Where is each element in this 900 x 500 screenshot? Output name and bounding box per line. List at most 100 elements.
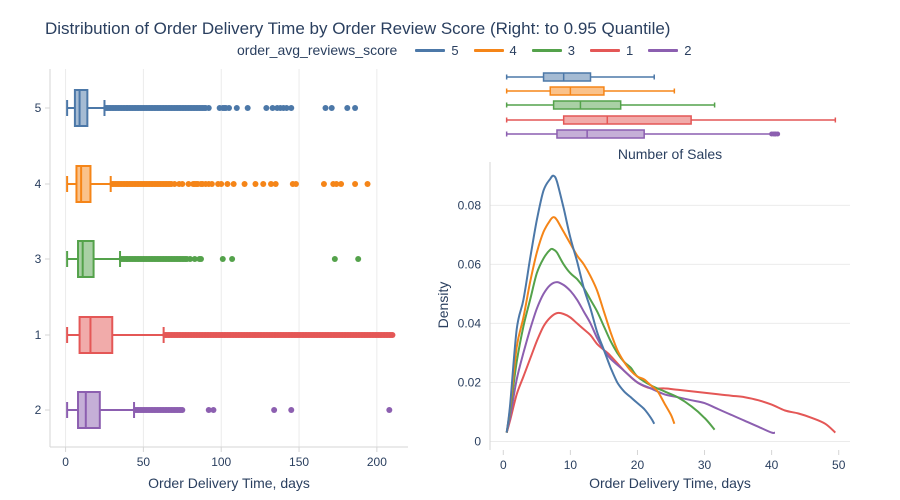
box-iqr xyxy=(75,165,92,203)
outlier-point xyxy=(263,105,270,111)
box-series-2 xyxy=(66,391,393,429)
x-tick-label: 0 xyxy=(62,455,69,469)
legend-item-label: 2 xyxy=(684,42,692,58)
x-tick-label: 20 xyxy=(631,458,645,472)
legend-line-swatch xyxy=(648,48,679,52)
outlier-point xyxy=(328,105,335,111)
outlier-point xyxy=(320,181,327,187)
mini-box-iqr xyxy=(562,115,692,125)
box-series-3 xyxy=(66,240,362,278)
y-tick-label: 0.04 xyxy=(458,316,482,330)
legend-line-swatch xyxy=(415,48,446,52)
y-tick-label: 4 xyxy=(35,177,42,191)
subplot-title: Number of Sales xyxy=(618,146,722,162)
density-line-5 xyxy=(505,174,656,433)
legend-item[interactable]: 3 xyxy=(531,43,575,58)
outlier-point xyxy=(283,105,290,111)
outlier-point xyxy=(333,181,340,187)
y-axis-title: Density xyxy=(435,282,451,329)
outlier-point xyxy=(241,181,248,187)
outlier-point xyxy=(252,181,259,187)
y-tick-label: 3 xyxy=(35,252,42,266)
outlier-point xyxy=(224,181,231,187)
x-axis-title: Order Delivery Time, days xyxy=(148,475,310,491)
box-iqr xyxy=(77,391,101,429)
mini-box-series-5 xyxy=(505,72,655,82)
y-tick-label: 0.06 xyxy=(458,257,482,271)
legend-item[interactable]: 1 xyxy=(590,43,633,58)
x-tick-label: 100 xyxy=(211,455,231,469)
mini-box-iqr xyxy=(552,100,622,110)
x-tick-label: 10 xyxy=(564,458,578,472)
legend-item[interactable]: 4 xyxy=(473,43,517,58)
outlier-point xyxy=(260,181,267,187)
outlier-point xyxy=(338,181,345,187)
outlier-point xyxy=(171,181,178,187)
outlier-point xyxy=(322,105,329,111)
y-tick-label: 5 xyxy=(35,101,42,115)
x-tick-label: 30 xyxy=(698,458,712,472)
outlier-point xyxy=(230,181,237,187)
outlier-point xyxy=(269,105,276,111)
legend-item[interactable]: 5 xyxy=(415,43,459,58)
box-series-4 xyxy=(66,165,371,203)
outlier-point xyxy=(226,105,232,111)
outlier-point xyxy=(244,105,251,111)
outlier-point xyxy=(331,256,338,262)
legend-item-label: 1 xyxy=(626,42,634,58)
left-boxplot-panel: 0 50 100 150 200 1 2 3 4 5 Order Delivery Time, da… xyxy=(35,69,408,491)
top-right-boxplot-panel: Number of Sales xyxy=(505,72,837,162)
legend-items: 5 4 3 1 2 xyxy=(415,43,706,58)
outlier-point xyxy=(229,256,236,262)
outlier-point xyxy=(292,181,299,187)
y-tick-label: 0.08 xyxy=(458,198,482,212)
mini-box-series-4 xyxy=(505,86,676,96)
outlier-point xyxy=(271,407,278,413)
x-axis-title: Order Delivery Time, days xyxy=(589,475,751,491)
mini-box-iqr xyxy=(549,86,605,96)
outlier-point xyxy=(355,256,362,262)
density-panel: 0 0.02 0.04 0.06 0.08 0 10 20 30 40 50 Order Delive… xyxy=(435,162,850,491)
outlier-point xyxy=(208,181,215,187)
outlier-point xyxy=(187,256,194,262)
mini-outlier-point xyxy=(775,131,781,137)
outlier-point xyxy=(197,256,204,262)
mini-box-series-2 xyxy=(505,129,776,139)
chart-title: Distribution of Order Delivery Time by O… xyxy=(45,19,671,38)
y-tick-label: 0.02 xyxy=(458,375,482,389)
mini-box-series-3 xyxy=(505,100,716,110)
outlier-point xyxy=(218,181,225,187)
legend-item[interactable]: 2 xyxy=(648,43,691,58)
y-tick-label: 2 xyxy=(35,403,42,417)
legend-line-swatch xyxy=(590,48,621,52)
outlier-point xyxy=(268,181,275,187)
box-series-1 xyxy=(66,316,396,354)
x-tick-label: 50 xyxy=(832,458,846,472)
density-line-1 xyxy=(505,311,836,434)
mini-box-iqr xyxy=(542,72,592,82)
density-line-2 xyxy=(505,281,776,435)
x-tick-label: 150 xyxy=(289,455,309,469)
outlier-point xyxy=(205,407,212,413)
outlier-point xyxy=(364,181,371,187)
x-tick-label: 200 xyxy=(367,455,387,469)
x-tick-label: 50 xyxy=(137,455,151,469)
box-iqr xyxy=(73,89,89,127)
outlier-point xyxy=(344,105,351,111)
box-series-5 xyxy=(66,89,359,127)
legend-line-swatch xyxy=(473,48,504,52)
outlier-point xyxy=(233,105,240,111)
mini-box-iqr xyxy=(556,129,645,139)
outlier-point xyxy=(272,181,279,187)
outlier-point xyxy=(179,407,186,413)
density-line-3 xyxy=(505,247,716,433)
box-iqr xyxy=(78,316,114,354)
outlier-point xyxy=(352,105,359,111)
legend-line-swatch xyxy=(531,48,562,52)
outlier-point xyxy=(389,332,396,338)
y-tick-label: 0 xyxy=(474,435,481,449)
outlier-point xyxy=(352,181,359,187)
outlier-point xyxy=(210,407,217,413)
legend-title: order_avg_reviews_score xyxy=(237,42,398,58)
